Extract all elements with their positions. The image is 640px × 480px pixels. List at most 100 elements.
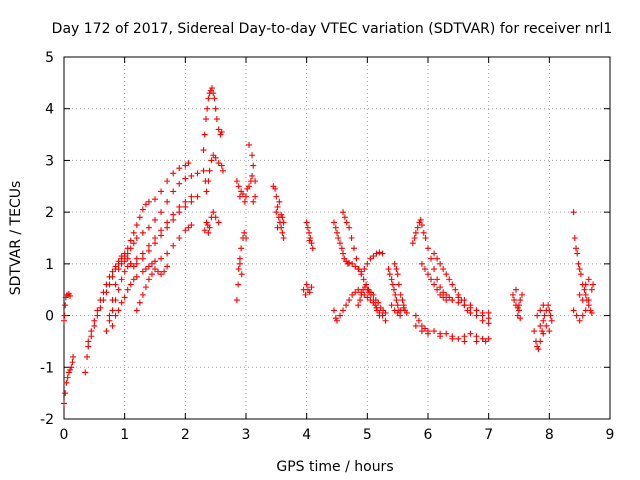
data-point: [570, 307, 577, 314]
data-point: [332, 224, 339, 231]
data-point: [249, 152, 256, 159]
data-point: [473, 338, 480, 345]
y-tick-label: 3: [45, 153, 54, 169]
data-point: [485, 320, 492, 327]
data-point: [215, 219, 222, 226]
data-point: [205, 229, 212, 236]
data-point: [170, 170, 177, 177]
data-point: [235, 266, 242, 273]
data-point: [118, 299, 125, 306]
data-point: [121, 253, 128, 260]
data-point: [241, 229, 248, 236]
data-point: [304, 224, 311, 231]
data-point: [585, 297, 592, 304]
data-point: [431, 281, 438, 288]
data-point: [306, 237, 313, 244]
data-point: [205, 178, 212, 185]
data-point: [279, 214, 286, 221]
data-point: [124, 250, 131, 257]
data-point: [382, 309, 389, 316]
data-point: [394, 302, 401, 309]
data-point: [158, 227, 165, 234]
data-point: [355, 266, 362, 273]
data-point: [118, 260, 125, 267]
data-point: [62, 302, 69, 309]
data-point: [233, 178, 240, 185]
data-point: [145, 242, 152, 249]
data-point: [69, 359, 76, 366]
data-point: [431, 266, 438, 273]
data-point: [355, 302, 362, 309]
data-point: [109, 322, 116, 329]
data-point: [437, 333, 444, 340]
data-point: [338, 245, 345, 252]
data-point: [158, 232, 165, 239]
data-point: [239, 191, 246, 198]
chart-title: Day 172 of 2017, Sidereal Day-to-day VTE…: [52, 21, 613, 37]
data-point: [443, 291, 450, 298]
data-point: [455, 335, 462, 342]
data-point: [148, 260, 155, 267]
data-point: [103, 289, 110, 296]
data-point: [576, 317, 583, 324]
data-point: [88, 328, 95, 335]
data-point: [85, 338, 92, 345]
data-point: [458, 297, 465, 304]
data-point: [246, 183, 253, 190]
data-point: [235, 281, 242, 288]
data-point: [65, 369, 72, 376]
data-point: [588, 286, 595, 293]
x-tick-label: 4: [302, 427, 311, 443]
y-tick-label: 5: [45, 50, 54, 66]
data-point: [219, 167, 226, 174]
data-point: [511, 297, 518, 304]
data-point: [412, 322, 419, 329]
data-point: [176, 165, 183, 172]
data-point: [431, 250, 438, 257]
data-point: [164, 219, 171, 226]
data-point: [392, 291, 399, 298]
data-point: [88, 333, 95, 340]
data-point: [434, 255, 441, 262]
data-point: [411, 235, 418, 241]
data-point: [85, 343, 92, 350]
data-point: [517, 315, 524, 322]
data-point: [158, 255, 165, 262]
data-point: [473, 307, 480, 314]
data-point: [590, 281, 597, 288]
data-point: [364, 260, 371, 267]
data-point: [243, 193, 249, 200]
data-point: [340, 209, 347, 216]
data-point: [482, 338, 489, 345]
data-point: [194, 193, 201, 200]
data-point: [133, 235, 140, 241]
data-point: [236, 260, 243, 267]
data-point: [188, 198, 195, 205]
data-point: [249, 172, 256, 179]
data-point: [443, 330, 450, 337]
data-point: [517, 297, 524, 304]
data-point: [395, 281, 402, 288]
data-point: [280, 235, 287, 241]
data-point: [152, 240, 158, 247]
data-point: [579, 297, 586, 304]
data-point: [241, 198, 248, 205]
x-tick-label: 7: [484, 427, 493, 443]
data-point: [575, 260, 582, 267]
data-point: [204, 222, 211, 229]
data-point: [582, 291, 589, 298]
data-point: [352, 289, 359, 296]
data-point: [243, 235, 249, 241]
data-point: [452, 286, 459, 293]
data-point: [370, 253, 377, 260]
data-point: [546, 328, 553, 335]
data-point: [203, 219, 210, 226]
data-point: [273, 193, 280, 200]
data-point: [300, 286, 307, 293]
data-point: [67, 366, 74, 373]
data-point: [337, 312, 344, 319]
x-tick-label: 5: [363, 427, 372, 443]
data-point: [121, 268, 128, 275]
data-point: [185, 160, 192, 167]
data-point: [182, 203, 189, 210]
